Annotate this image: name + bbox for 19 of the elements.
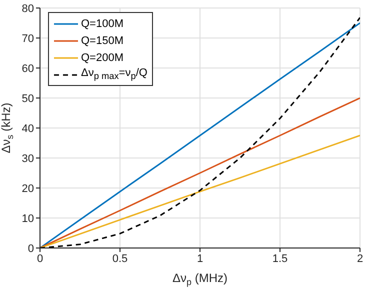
y-tick-label: 0 bbox=[28, 242, 34, 255]
y-tick-label: 80 bbox=[22, 2, 34, 15]
legend-label: Q=100M bbox=[81, 18, 124, 30]
y-tick-label: 40 bbox=[22, 122, 34, 135]
x-tick-label: 1.5 bbox=[272, 252, 288, 265]
x-axis-title: Δν$_{p}$ (MHz) bbox=[172, 271, 228, 287]
y-tick-label: 10 bbox=[22, 212, 34, 225]
y-tick-label: 30 bbox=[22, 152, 34, 165]
legend-label: Q=200M bbox=[81, 52, 124, 64]
x-tick-label: 0.5 bbox=[112, 252, 128, 265]
y-tick-label: 20 bbox=[22, 182, 34, 195]
x-tick-label: 2 bbox=[356, 252, 364, 265]
y-tick-label: 60 bbox=[22, 62, 34, 75]
x-tick-label: 0 bbox=[36, 252, 44, 265]
legend-label: Q=150M bbox=[81, 34, 124, 46]
legend-label: Δν$_{p max}$=ν$_{p}$/Q bbox=[81, 67, 148, 82]
y-tick-label: 50 bbox=[22, 92, 34, 105]
x-tick-label: 1 bbox=[196, 252, 204, 265]
y-tick-label: 70 bbox=[22, 32, 34, 45]
